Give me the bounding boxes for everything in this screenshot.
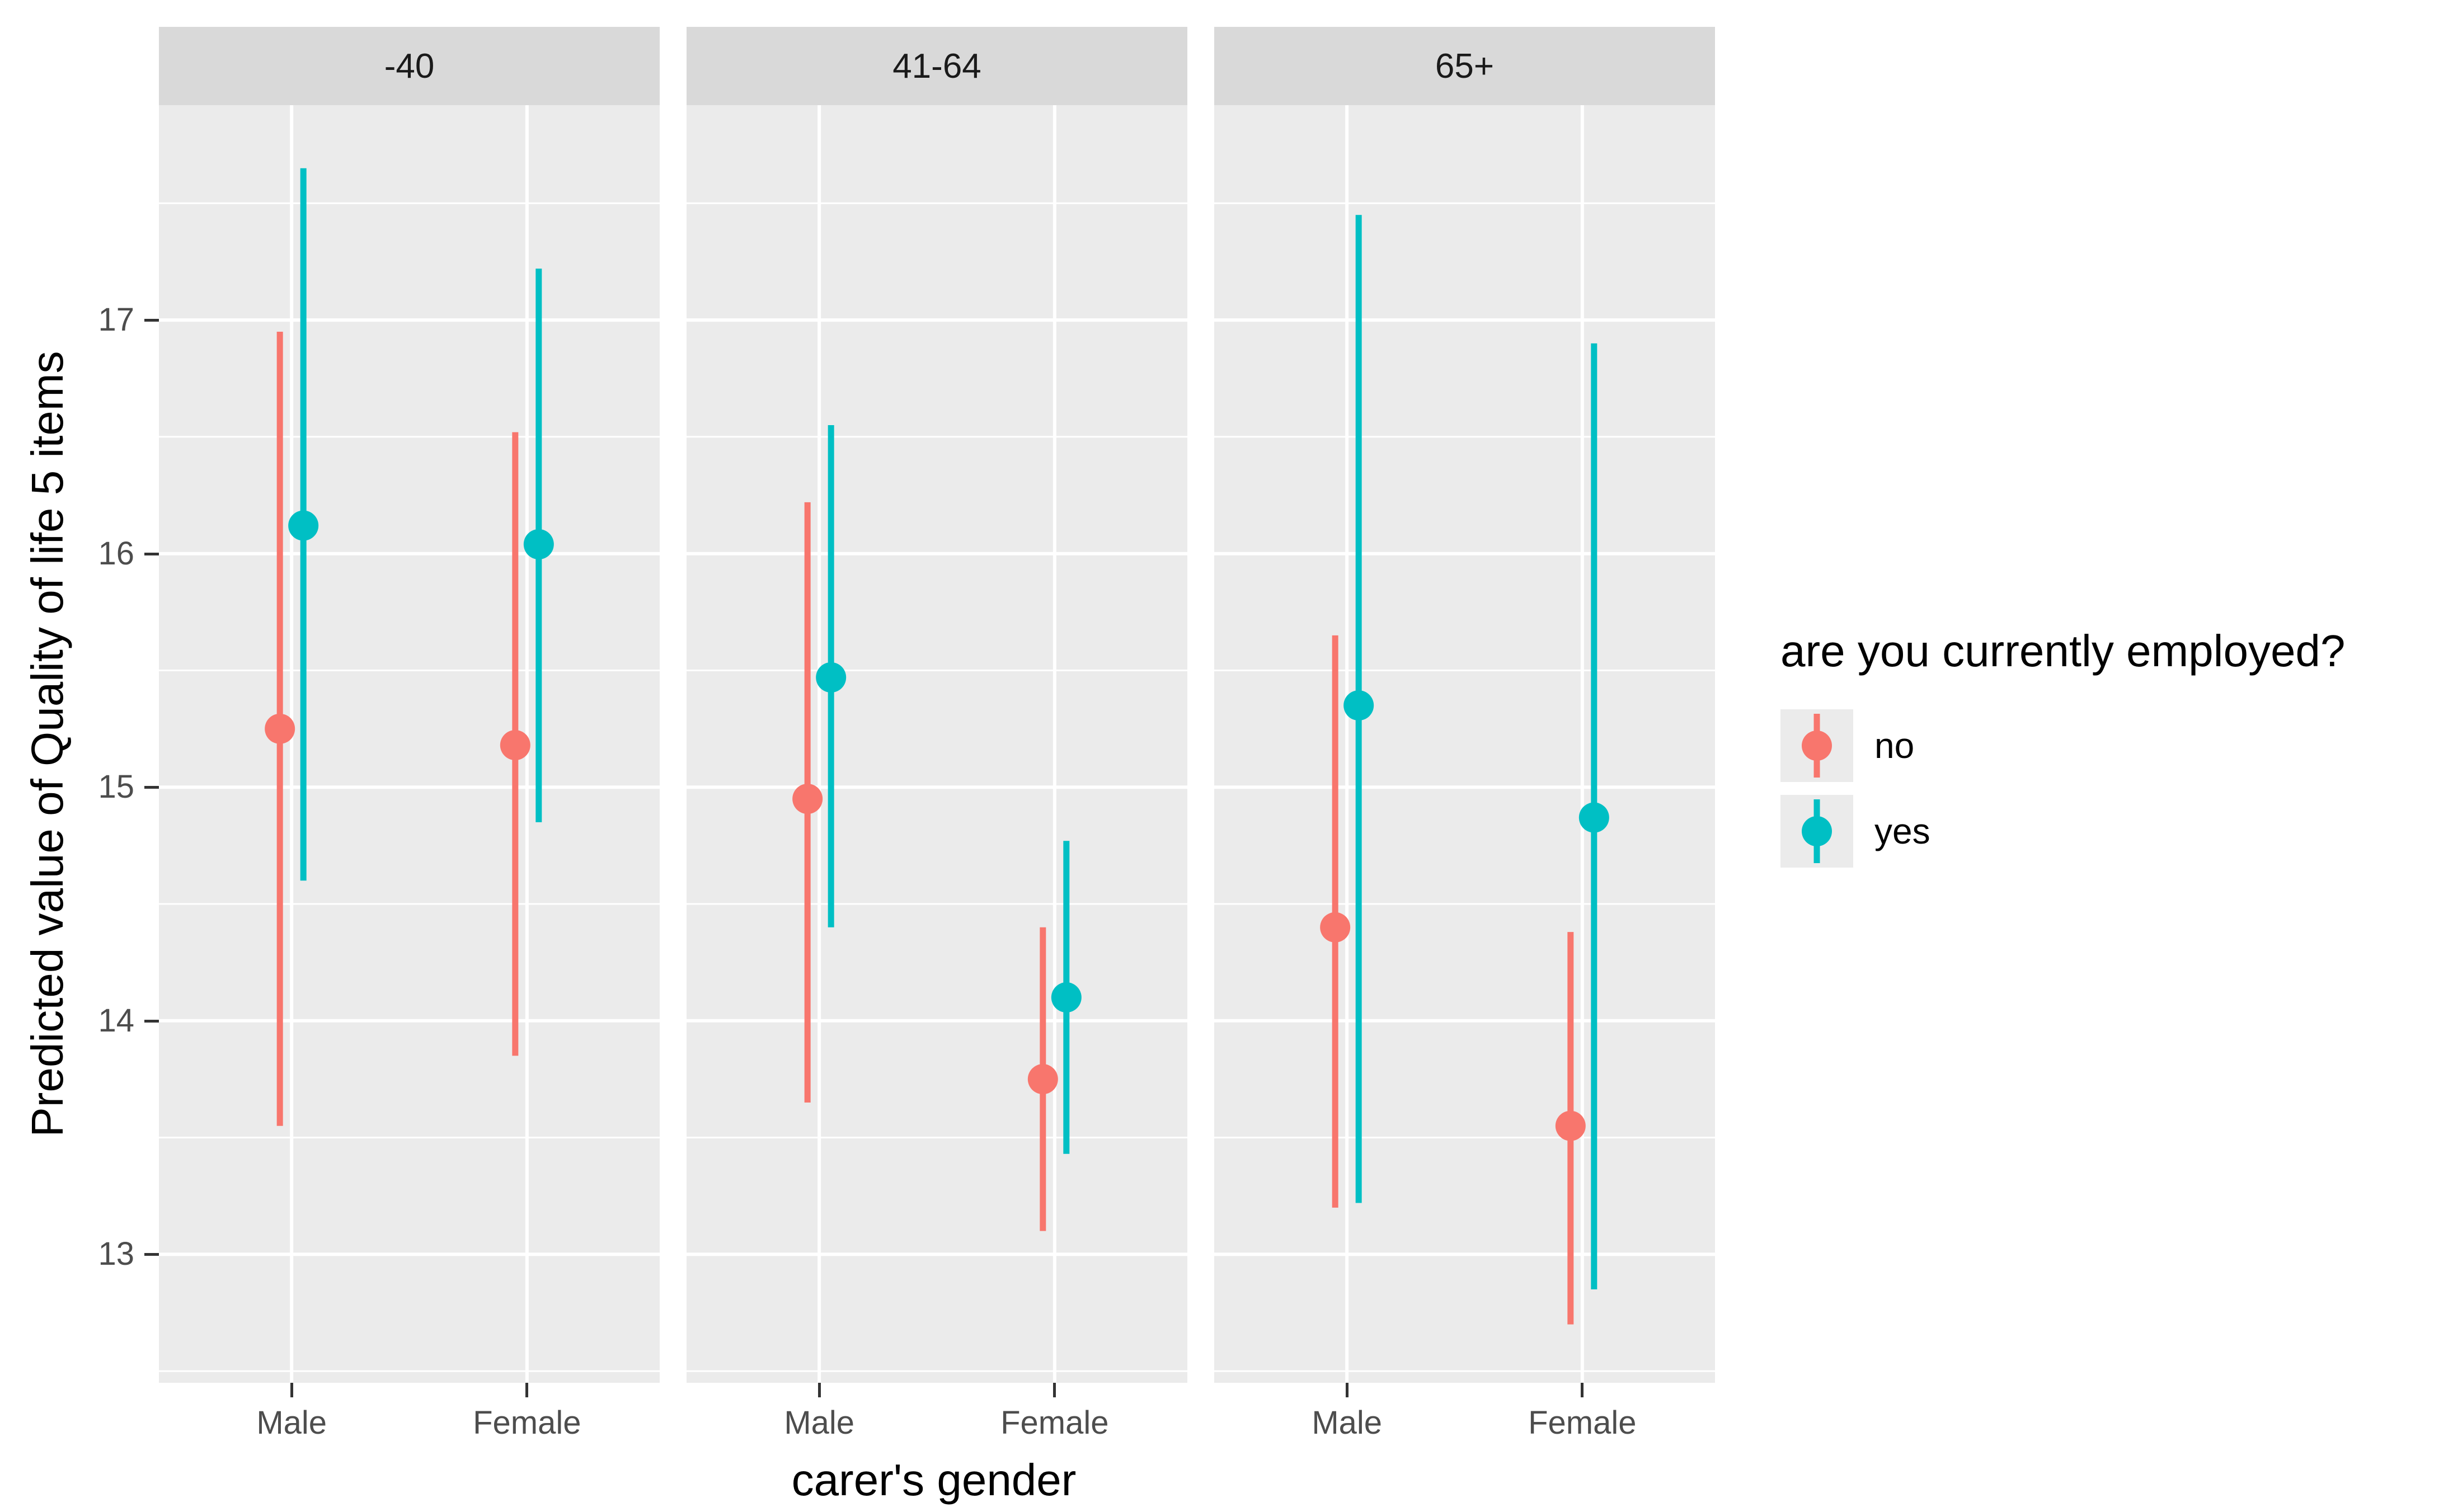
y-tick-label: 15 — [98, 769, 134, 806]
facet-strip-label: -40 — [159, 27, 660, 105]
point-estimate-yes — [1578, 802, 1609, 833]
x-tick-label: Female — [1528, 1405, 1637, 1441]
x-tick-label: Female — [1000, 1405, 1109, 1441]
point-estimate-yes — [523, 529, 554, 559]
y-tick-mark — [144, 1019, 159, 1023]
point-estimate-yes — [1051, 982, 1082, 1013]
point-estimate-no — [1320, 912, 1351, 943]
legend-keys: no yes — [1780, 709, 2345, 868]
legend-title: are you currently employed? — [1780, 626, 2346, 676]
y-tick-mark — [144, 319, 159, 322]
y-tick-mark — [144, 552, 159, 555]
legend-key-glyph — [1780, 795, 1853, 868]
facet-panels-container: -40 41-64 65+ — [159, 27, 1715, 1383]
x-tick-label: Female — [473, 1405, 581, 1441]
facet-strip-label: 41-64 — [687, 27, 1187, 105]
x-tick-label: Male — [256, 1405, 327, 1441]
legend-key-label: yes — [1874, 811, 1930, 851]
y-tick-label: 14 — [98, 1002, 134, 1039]
x-axis-title: carer's gender — [791, 1455, 1077, 1505]
point-estimate-yes — [816, 662, 847, 693]
facet-panel: 65+ — [1214, 27, 1715, 1383]
legend-key-glyph — [1780, 709, 1853, 782]
legend-entry-yes: yes — [1780, 795, 2345, 868]
legend-key-label: no — [1874, 726, 1915, 766]
point-estimate-no — [500, 730, 530, 761]
y-tick-label: 16 — [98, 535, 134, 572]
point-estimate-no — [1027, 1064, 1058, 1095]
y-tick-mark — [144, 786, 159, 789]
y-tick-label: 13 — [98, 1236, 134, 1273]
y-tick-mark — [144, 1253, 159, 1256]
legend-entry-no: no — [1780, 709, 2345, 782]
panel-plot-area — [159, 105, 660, 1383]
x-tick-mark — [1053, 1383, 1056, 1397]
x-tick-label: Male — [784, 1405, 855, 1441]
facet-strip-label: 65+ — [1214, 27, 1715, 105]
panel-plot-area — [1214, 105, 1715, 1383]
point-estimate-no — [265, 713, 295, 744]
point-estimate-no — [792, 784, 823, 814]
x-tick-mark — [817, 1383, 821, 1397]
x-tick-mark — [1581, 1383, 1584, 1397]
x-tick-mark — [1345, 1383, 1348, 1397]
facet-panel: 41-64 — [687, 27, 1187, 1383]
y-tick-label: 17 — [98, 302, 134, 338]
point-estimate-yes — [1343, 690, 1374, 721]
facet-panel: -40 — [159, 27, 660, 1383]
x-tick-mark — [290, 1383, 293, 1397]
panel-plot-area — [687, 105, 1187, 1383]
x-tick-label: Male — [1312, 1405, 1383, 1441]
x-tick-mark — [525, 1383, 529, 1397]
point-estimate-yes — [288, 510, 319, 541]
point-estimate-no — [1555, 1110, 1586, 1141]
legend: are you currently employed? no yes — [1780, 625, 2345, 880]
